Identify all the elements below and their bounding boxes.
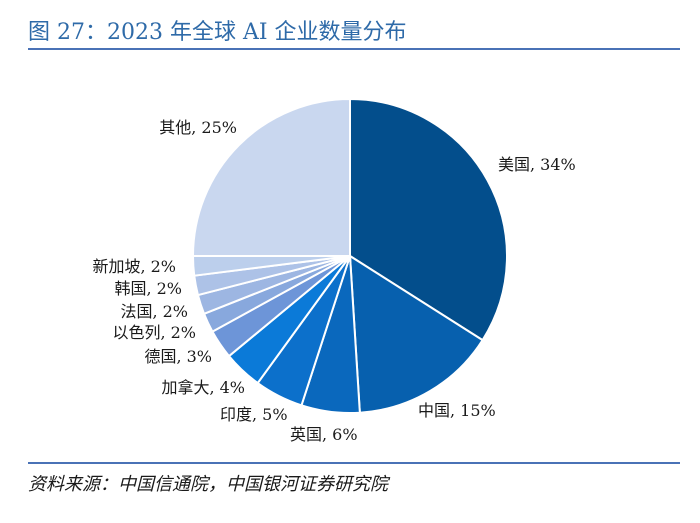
pie-slice-1 (349, 255, 484, 414)
pie-label-6: 以色列, 2% (112, 323, 196, 342)
pie-label-8: 韩国, 2% (114, 279, 182, 298)
pie-label-9: 新加坡, 2% (92, 257, 176, 276)
title-divider (28, 48, 680, 50)
pie-label-7: 法国, 2% (120, 302, 188, 321)
source-note: 资料来源：中国信通院，中国银河证券研究院 (28, 474, 388, 495)
source-divider (28, 462, 680, 464)
pie-label-2: 英国, 6% (290, 425, 358, 444)
pie-labels: 美国, 34% 中国, 15% 英国, 6%印度, 5% 加拿大, 4% 德国, 3% 以… (92, 118, 575, 444)
pie-label-4: 加拿大, 4% (161, 378, 245, 397)
pie-label-1: 中国, 15% (418, 401, 496, 420)
pie-slices (192, 98, 508, 415)
pie-slice-10 (192, 98, 351, 257)
pie-label-10: 其他, 25% (159, 118, 237, 137)
pie-label-0: 美国, 34% (498, 155, 576, 174)
figure-title: 图 27：2023 年全球 AI 企业数量分布 (28, 20, 407, 45)
pie-label-5: 德国, 3% (144, 347, 212, 366)
pie-label-3: 印度, 5% (220, 405, 288, 424)
